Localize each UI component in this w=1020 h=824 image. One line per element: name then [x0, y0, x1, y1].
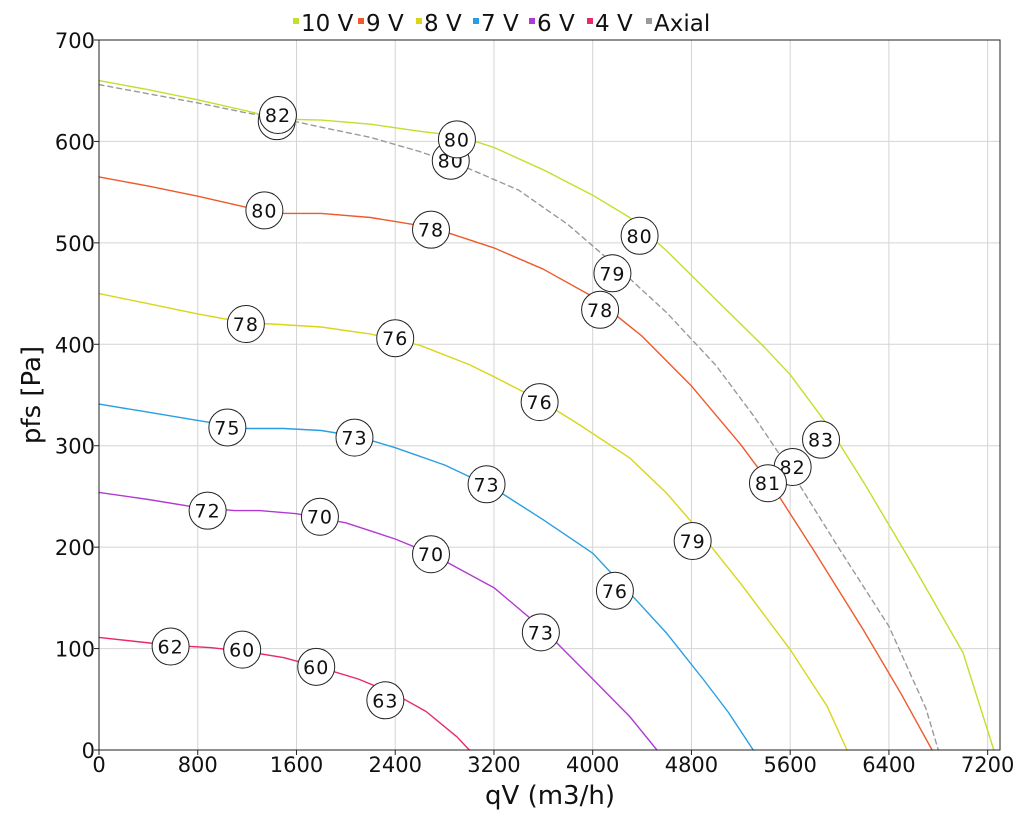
legend-label: 7 V [481, 11, 519, 37]
efficiency-marker [412, 210, 451, 249]
x-tick-label: 2400 [368, 753, 421, 777]
efficiency-marker [300, 497, 339, 536]
efficiency-marker [366, 681, 405, 720]
efficiency-marker-label: 70 [307, 507, 333, 529]
efficiency-marker [437, 120, 476, 159]
x-tick-label: 0 [92, 753, 105, 777]
y-tick-label: 0 [82, 739, 95, 763]
efficiency-marker-label: 82 [780, 457, 806, 479]
efficiency-marker [673, 522, 712, 561]
x-tick-label: 5600 [763, 753, 816, 777]
efficiency-marker [376, 319, 415, 358]
efficiency-marker [245, 191, 284, 230]
legend: 10 V 9 V 8 V 7 V 6 V 4 V Axial [293, 11, 710, 37]
efficiency-marker-label: 76 [382, 328, 408, 350]
efficiency-marker-label: 72 [195, 501, 221, 523]
legend-label: 6 V [537, 11, 575, 37]
legend-label: Axial [654, 11, 710, 37]
efficiency-marker-label: 81 [755, 473, 781, 495]
efficiency-marker [467, 465, 506, 504]
y-tick-label: 500 [55, 232, 95, 256]
efficiency-marker [151, 627, 190, 666]
legend-label: 10 V [301, 11, 354, 37]
efficiency-marker-label: 73 [473, 474, 499, 496]
efficiency-marker [581, 290, 620, 329]
efficiency-marker-label: 79 [680, 531, 706, 553]
efficiency-marker [297, 647, 336, 686]
efficiency-marker-label: 78 [418, 220, 444, 242]
efficiency-marker [748, 464, 787, 503]
legend-swatch [416, 18, 422, 24]
x-tick-label: 800 [178, 753, 218, 777]
efficiency-marker-label: 62 [157, 637, 183, 659]
y-axis-title: pfs [Pa] [17, 346, 47, 444]
efficiency-marker-label: 73 [528, 622, 554, 644]
efficiency-marker-label: 78 [587, 300, 613, 322]
efficiency-marker-label: 79 [599, 263, 625, 285]
legend-swatch [646, 18, 652, 24]
efficiency-marker-label: 60 [303, 657, 329, 679]
x-tick-label: 4800 [665, 753, 718, 777]
efficiency-marker-label: 75 [214, 417, 240, 439]
axis-ticks: 0 800 1600 2400 3200 4000 4800 5600 6400 7200 0 100… [55, 29, 1014, 777]
legend-label: 8 V [424, 11, 462, 37]
y-tick-label: 400 [55, 333, 95, 357]
efficiency-marker-label: 76 [602, 581, 628, 603]
y-tick-label: 100 [55, 638, 95, 662]
efficiency-marker [223, 630, 262, 669]
efficiency-marker [335, 418, 374, 457]
legend-swatch [529, 18, 535, 24]
efficiency-marker [188, 491, 227, 530]
legend-swatch [587, 18, 593, 24]
legend-label: 4 V [595, 11, 633, 37]
efficiency-marker [520, 383, 559, 422]
x-tick-label: 7200 [961, 753, 1014, 777]
efficiency-marker [521, 613, 560, 652]
legend-swatch [293, 18, 299, 24]
efficiency-marker-label: 60 [229, 640, 255, 662]
efficiency-marker-label: 80 [627, 226, 653, 248]
efficiency-marker-label: 63 [372, 690, 398, 712]
x-tick-label: 3200 [467, 753, 520, 777]
x-tick-label: 4000 [566, 753, 619, 777]
y-tick-label: 700 [55, 29, 95, 53]
x-tick-label: 6400 [862, 753, 915, 777]
plot-frame [98, 39, 1001, 751]
series-line [98, 83, 939, 751]
efficiency-marker [208, 408, 247, 447]
efficiency-marker [595, 571, 634, 610]
x-axis-title: qV (m3/h) [485, 781, 615, 811]
efficiency-marker-label: 83 [808, 430, 834, 452]
efficiency-markers: 8180798282808083807878817876767975737376… [151, 96, 841, 720]
efficiency-marker-label: 73 [341, 428, 367, 450]
efficiency-marker-label: 78 [233, 314, 259, 336]
legend-swatch [473, 18, 479, 24]
efficiency-marker [412, 535, 451, 574]
legend-swatch [358, 18, 364, 24]
y-tick-label: 300 [55, 435, 95, 459]
efficiency-marker [802, 420, 841, 459]
efficiency-marker-label: 70 [418, 544, 444, 566]
series-line [98, 403, 754, 751]
efficiency-marker [226, 305, 265, 343]
y-tick-label: 200 [55, 536, 95, 560]
x-tick-label: 1600 [270, 753, 323, 777]
efficiency-marker [593, 254, 632, 293]
efficiency-marker-label: 80 [444, 129, 470, 151]
efficiency-marker-label: 76 [527, 392, 553, 414]
efficiency-marker-label: 82 [265, 105, 291, 127]
efficiency-marker [258, 96, 297, 135]
legend-label: 9 V [366, 11, 404, 37]
efficiency-marker [620, 216, 659, 255]
y-tick-label: 600 [55, 130, 95, 154]
efficiency-marker-label: 80 [251, 200, 277, 222]
